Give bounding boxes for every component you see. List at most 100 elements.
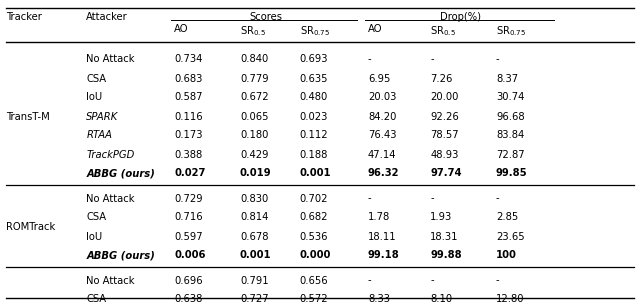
Text: 97.74: 97.74 <box>430 168 461 178</box>
Text: 0.791: 0.791 <box>240 275 269 285</box>
Text: 96.32: 96.32 <box>368 168 399 178</box>
Text: 20.03: 20.03 <box>368 92 396 102</box>
Text: 0.480: 0.480 <box>300 92 328 102</box>
Text: 0.840: 0.840 <box>240 54 268 64</box>
Text: 0.638: 0.638 <box>174 295 202 304</box>
Text: 47.14: 47.14 <box>368 150 397 160</box>
Text: -: - <box>496 54 500 64</box>
Text: 0.536: 0.536 <box>300 232 328 241</box>
Text: 92.26: 92.26 <box>430 112 459 122</box>
Text: TransT-M: TransT-M <box>6 112 50 122</box>
Text: 0.572: 0.572 <box>300 295 328 304</box>
Text: 78.57: 78.57 <box>430 130 459 140</box>
Text: 1.93: 1.93 <box>430 212 452 223</box>
Text: 0.388: 0.388 <box>174 150 202 160</box>
Text: ROMTrack: ROMTrack <box>6 222 56 232</box>
Text: 0.001: 0.001 <box>300 168 331 178</box>
Text: 0.672: 0.672 <box>240 92 269 102</box>
Text: 76.43: 76.43 <box>368 130 397 140</box>
Text: SR$_{0.5}$: SR$_{0.5}$ <box>430 24 456 38</box>
Text: 0.678: 0.678 <box>240 232 269 241</box>
Text: 20.00: 20.00 <box>430 92 458 102</box>
Text: Drop(%): Drop(%) <box>440 12 481 22</box>
Text: 72.87: 72.87 <box>496 150 525 160</box>
Text: CSA: CSA <box>86 212 106 223</box>
Text: 0.587: 0.587 <box>174 92 203 102</box>
Text: 0.188: 0.188 <box>300 150 328 160</box>
Text: 0.065: 0.065 <box>240 112 269 122</box>
Text: -: - <box>430 54 434 64</box>
Text: 0.180: 0.180 <box>240 130 268 140</box>
Text: 99.85: 99.85 <box>496 168 527 178</box>
Text: 0.000: 0.000 <box>300 250 331 261</box>
Text: 0.656: 0.656 <box>300 275 328 285</box>
Text: 96.68: 96.68 <box>496 112 525 122</box>
Text: CSA: CSA <box>86 295 106 304</box>
Text: ABBG (ours): ABBG (ours) <box>86 250 156 261</box>
Text: AO: AO <box>368 24 383 34</box>
Text: No Attack: No Attack <box>86 275 135 285</box>
Text: Scores: Scores <box>249 12 282 22</box>
Text: Attacker: Attacker <box>86 12 128 22</box>
Text: 0.683: 0.683 <box>174 74 202 84</box>
Text: 0.001: 0.001 <box>240 250 271 261</box>
Text: SR$_{0.75}$: SR$_{0.75}$ <box>300 24 330 38</box>
Text: SPARK: SPARK <box>86 112 118 122</box>
Text: 0.635: 0.635 <box>300 74 328 84</box>
Text: 1.78: 1.78 <box>368 212 390 223</box>
Text: CSA: CSA <box>86 74 106 84</box>
Text: 0.027: 0.027 <box>174 168 205 178</box>
Text: 0.727: 0.727 <box>240 295 269 304</box>
Text: 83.84: 83.84 <box>496 130 524 140</box>
Text: 18.11: 18.11 <box>368 232 397 241</box>
Text: RTAA: RTAA <box>86 130 113 140</box>
Text: 0.716: 0.716 <box>174 212 203 223</box>
Text: 23.65: 23.65 <box>496 232 525 241</box>
Text: 0.702: 0.702 <box>300 194 328 203</box>
Text: 2.85: 2.85 <box>496 212 518 223</box>
Text: 48.93: 48.93 <box>430 150 458 160</box>
Text: -: - <box>430 275 434 285</box>
Text: IoU: IoU <box>86 92 102 102</box>
Text: 0.830: 0.830 <box>240 194 268 203</box>
Text: Tracker: Tracker <box>6 12 42 22</box>
Text: 84.20: 84.20 <box>368 112 396 122</box>
Text: 0.173: 0.173 <box>174 130 203 140</box>
Text: No Attack: No Attack <box>86 194 135 203</box>
Text: 0.019: 0.019 <box>240 168 271 178</box>
Text: -: - <box>368 54 372 64</box>
Text: TrackPGD: TrackPGD <box>86 150 135 160</box>
Text: 0.696: 0.696 <box>174 275 203 285</box>
Text: 99.88: 99.88 <box>430 250 461 261</box>
Text: 0.429: 0.429 <box>240 150 269 160</box>
Text: 7.26: 7.26 <box>430 74 452 84</box>
Text: AO: AO <box>174 24 189 34</box>
Text: 12.80: 12.80 <box>496 295 525 304</box>
Text: 0.814: 0.814 <box>240 212 268 223</box>
Text: ABBG (ours): ABBG (ours) <box>86 168 156 178</box>
Text: SR$_{0.5}$: SR$_{0.5}$ <box>240 24 266 38</box>
Text: -: - <box>368 275 372 285</box>
Text: -: - <box>430 194 434 203</box>
Text: -: - <box>496 194 500 203</box>
Text: 0.116: 0.116 <box>174 112 203 122</box>
Text: 0.112: 0.112 <box>300 130 328 140</box>
Text: -: - <box>368 194 372 203</box>
Text: 6.95: 6.95 <box>368 74 390 84</box>
Text: 8.10: 8.10 <box>430 295 452 304</box>
Text: 8.37: 8.37 <box>496 74 518 84</box>
Text: -: - <box>496 275 500 285</box>
Text: 18.31: 18.31 <box>430 232 459 241</box>
Text: 0.006: 0.006 <box>174 250 205 261</box>
Text: 0.682: 0.682 <box>300 212 328 223</box>
Text: 0.734: 0.734 <box>174 54 202 64</box>
Text: No Attack: No Attack <box>86 54 135 64</box>
Text: 0.729: 0.729 <box>174 194 203 203</box>
Text: 8.33: 8.33 <box>368 295 390 304</box>
Text: 30.74: 30.74 <box>496 92 524 102</box>
Text: IoU: IoU <box>86 232 102 241</box>
Text: 0.597: 0.597 <box>174 232 203 241</box>
Text: 100: 100 <box>496 250 517 261</box>
Text: 0.779: 0.779 <box>240 74 269 84</box>
Text: 0.023: 0.023 <box>300 112 328 122</box>
